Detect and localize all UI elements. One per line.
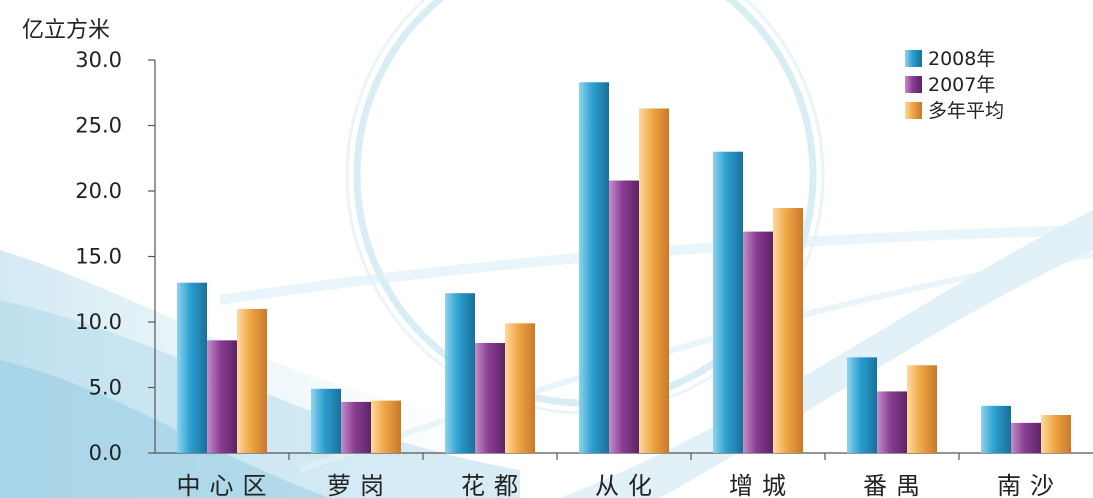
bar-2-7 bbox=[1011, 422, 1041, 453]
legend-swatch bbox=[905, 50, 922, 67]
x-axis: 中心区 萝岗 花都 从化 增城 番禺 南沙 bbox=[155, 452, 1093, 498]
legend-label: 多年平均 bbox=[928, 100, 1004, 122]
bar-2-3 bbox=[475, 342, 505, 453]
bars bbox=[177, 82, 1071, 454]
y-tick-label: 5.0 bbox=[89, 376, 122, 400]
legend-label: 2008年 bbox=[928, 48, 995, 70]
x-category-label: 萝岗 bbox=[327, 472, 393, 498]
bar-3-7 bbox=[1041, 415, 1071, 453]
bar-2-4 bbox=[609, 180, 639, 453]
bar-3-6 bbox=[907, 365, 937, 453]
bar-2-6 bbox=[877, 391, 907, 453]
x-category-label: 中心区 bbox=[177, 472, 276, 498]
bar-3-4 bbox=[639, 108, 669, 453]
y-tick-label: 30.0 bbox=[75, 48, 122, 72]
y-tick-label: 15.0 bbox=[75, 245, 122, 269]
legend-swatch bbox=[905, 76, 922, 93]
bar-2-5 bbox=[743, 231, 773, 453]
y-axis-unit-label: 亿立方米 bbox=[22, 18, 110, 43]
bar-1-4 bbox=[579, 82, 609, 454]
legend-label: 2007年 bbox=[928, 74, 995, 96]
bar-3-3 bbox=[505, 323, 535, 453]
x-category-label: 南沙 bbox=[997, 472, 1063, 498]
y-axis: 0.0 5.0 10.0 15.0 20.0 25.0 30.0 bbox=[75, 48, 156, 465]
bar-2-2 bbox=[341, 401, 371, 453]
bar-1-1 bbox=[177, 282, 207, 453]
bar-1-3 bbox=[445, 293, 475, 453]
bar-1-5 bbox=[713, 151, 743, 453]
x-category-label: 增城 bbox=[729, 472, 795, 498]
legend-swatch bbox=[905, 102, 922, 119]
bar-3-5 bbox=[773, 208, 803, 453]
y-tick-label: 25.0 bbox=[75, 114, 122, 138]
bar-3-2 bbox=[371, 400, 401, 453]
bar-1-7 bbox=[981, 405, 1011, 453]
bar-1-2 bbox=[311, 388, 341, 453]
y-tick-label: 0.0 bbox=[89, 441, 122, 465]
bar-3-1 bbox=[237, 308, 267, 453]
x-category-label: 番禺 bbox=[863, 472, 929, 498]
x-category-label: 从化 bbox=[595, 472, 661, 498]
bar-1-6 bbox=[847, 357, 877, 453]
bar-2-1 bbox=[207, 340, 237, 453]
x-category-label: 花都 bbox=[461, 472, 527, 498]
y-tick-label: 10.0 bbox=[75, 310, 122, 334]
y-tick-label: 20.0 bbox=[75, 179, 122, 203]
